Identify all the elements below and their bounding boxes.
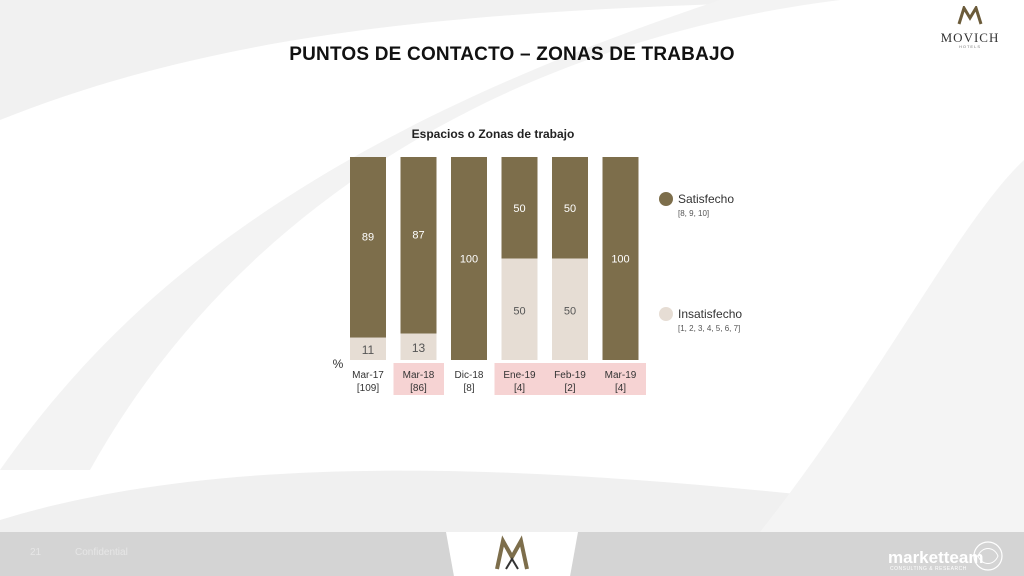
data-label-satisfecho: 100 — [460, 254, 478, 266]
bar-satisfecho — [501, 157, 538, 259]
category-highlight — [545, 363, 596, 395]
x-tick-base: [2] — [564, 383, 575, 394]
page-number: 21 — [30, 547, 42, 558]
y-axis-label: % — [333, 357, 344, 371]
x-tick-label: Ene-19 — [503, 370, 536, 381]
data-label-insatisfecho: 11 — [362, 343, 375, 357]
data-label-satisfecho: 100 — [611, 254, 629, 266]
data-label-satisfecho: 87 — [412, 230, 424, 242]
movich-logo: MOVICH HOTELS — [940, 4, 1000, 49]
x-tick-base: [86] — [410, 383, 427, 394]
data-label-satisfecho: 89 — [362, 231, 374, 243]
x-tick-base: [8] — [463, 383, 474, 394]
x-tick-label: Mar-19 — [605, 370, 637, 381]
bar-satisfecho — [552, 157, 588, 259]
x-tick-base: [109] — [357, 383, 379, 394]
bar-insatisfecho — [501, 258, 538, 360]
bar-satisfecho — [400, 157, 437, 334]
marketteam-logo-text: marketteam — [888, 548, 984, 567]
x-tick-base: [4] — [615, 383, 626, 394]
category-highlight — [494, 363, 545, 395]
legend-satisfecho-range: [8, 9, 10] — [678, 209, 709, 218]
legend-satisfecho-label: Satisfecho — [678, 192, 734, 206]
logo-sub-text: HOTELS — [958, 44, 981, 49]
legend-insatisfecho-range: [1, 2, 3, 4, 5, 6, 7] — [678, 324, 740, 333]
legend-insatisfecho-label: Insatisfecho — [678, 307, 742, 321]
x-tick-label: Feb-19 — [554, 370, 586, 381]
x-tick-label: Dic-18 — [455, 370, 484, 381]
bar-satisfecho — [451, 157, 487, 360]
data-label-insatisfecho: 50 — [513, 305, 525, 317]
page-title: PUNTOS DE CONTACTO – ZONAS DE TRABAJO — [289, 44, 735, 65]
movich-footer-icon — [495, 535, 529, 570]
x-tick-base: [4] — [514, 383, 525, 394]
logo-brand-text: MOVICH — [940, 30, 1000, 45]
bar-satisfecho — [350, 157, 386, 338]
legend-satisfecho-icon — [659, 192, 673, 206]
confidential-label: Confidential — [75, 547, 128, 558]
data-label-insatisfecho: 13 — [412, 341, 426, 355]
ornament-icon — [973, 541, 1003, 571]
marketteam-tagline: CONSULTING & RESEARCH — [890, 566, 967, 572]
data-label-insatisfecho: 50 — [564, 305, 576, 317]
x-tick-label: Mar-18 — [403, 370, 435, 381]
movich-logo-mark-icon — [957, 4, 983, 25]
x-tick-label: Mar-17 — [352, 370, 384, 381]
bar-insatisfecho — [400, 333, 437, 360]
bar-satisfecho — [602, 157, 639, 360]
category-highlight — [393, 363, 444, 395]
legend-insatisfecho-icon — [659, 307, 673, 321]
data-label-satisfecho: 50 — [513, 203, 525, 215]
data-label-satisfecho: 50 — [564, 203, 576, 215]
bar-insatisfecho — [350, 337, 386, 360]
category-highlight — [595, 363, 646, 395]
bar-insatisfecho — [552, 258, 588, 360]
chart-title: Espacios o Zonas de trabajo — [412, 127, 575, 141]
